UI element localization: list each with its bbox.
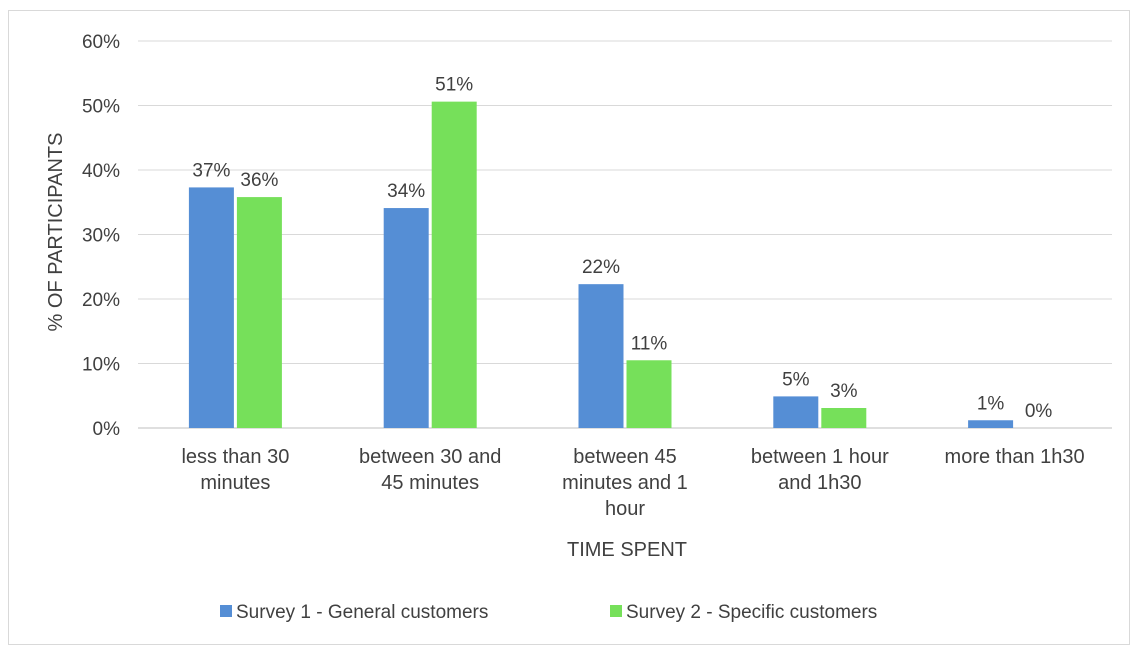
legend-label: Survey 2 - Specific customers: [626, 602, 877, 623]
legend: Survey 1 - General customers Survey 2 - S…: [220, 602, 877, 623]
data-label: 22%: [582, 257, 620, 278]
x-tick-label: between 30 and: [359, 446, 501, 468]
data-label: 1%: [977, 393, 1005, 414]
legend-swatch: [610, 605, 622, 617]
data-label: 5%: [782, 369, 810, 390]
x-tick-label: minutes: [200, 472, 270, 494]
legend-swatch: [220, 605, 232, 617]
bar: [821, 408, 867, 428]
y-tick-label: 50%: [82, 97, 120, 118]
legend-label: Survey 1 - General customers: [236, 602, 488, 623]
y-tick-label: 30%: [82, 226, 120, 247]
x-tick-label: hour: [605, 498, 645, 520]
y-tick-label: 10%: [82, 355, 120, 376]
x-tick-label: and 1h30: [778, 472, 861, 494]
bar: [773, 396, 819, 428]
data-label: 34%: [387, 181, 425, 202]
x-tick-label: minutes and 1: [562, 472, 688, 494]
gridlines: [138, 40, 1112, 429]
data-label: 0%: [1025, 401, 1053, 422]
y-tick-label: 0%: [93, 419, 121, 440]
x-tick-label: between 1 hour: [751, 446, 889, 468]
y-axis-ticks: 0% 10% 20% 30% 40% 50% 60%: [82, 32, 120, 440]
bar: [968, 420, 1014, 428]
data-label: 37%: [192, 160, 230, 181]
bar: [188, 187, 234, 428]
bar: [578, 284, 624, 428]
y-tick-label: 60%: [82, 32, 120, 53]
bar: [431, 101, 477, 428]
data-labels: 37% 36% 34% 51% 22% 11% 5% 3% 1% 0%: [192, 75, 1052, 422]
bar: [236, 197, 282, 428]
y-tick-label: 20%: [82, 290, 120, 311]
data-label: 11%: [631, 333, 668, 354]
data-label: 36%: [240, 170, 278, 191]
x-tick-label: between 45: [573, 446, 676, 468]
y-axis-title: % OF PARTICIPANTS: [45, 133, 67, 332]
data-label: 3%: [830, 381, 858, 402]
x-axis-title: TIME SPENT: [567, 539, 687, 561]
data-label: 51%: [435, 75, 473, 96]
bar: [626, 360, 672, 428]
bar: [383, 208, 429, 428]
x-tick-label: less than 30: [181, 446, 289, 468]
bars: [188, 101, 1014, 428]
x-axis-ticks: less than 30 minutes between 30 and 45 minu…: [181, 446, 1084, 520]
y-tick-label: 40%: [82, 161, 120, 182]
x-tick-label: more than 1h30: [945, 446, 1085, 468]
x-tick-label: 45 minutes: [381, 472, 479, 494]
